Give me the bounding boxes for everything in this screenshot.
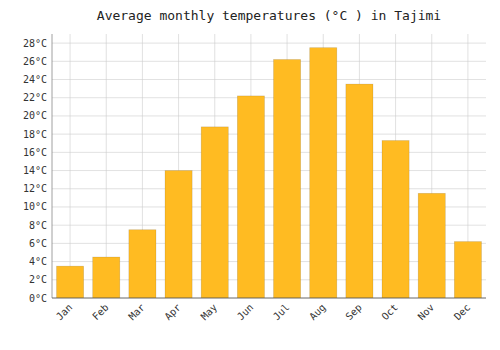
y-tick-label: 26°C: [23, 56, 47, 67]
x-tick-label: Nov: [416, 302, 437, 323]
x-tick-label: Jan: [54, 302, 75, 323]
bar: [201, 127, 228, 298]
x-tick-label: Sep: [343, 302, 364, 323]
bars: [57, 48, 482, 298]
bar: [165, 171, 192, 298]
bar: [93, 257, 120, 298]
y-grid-line: [52, 115, 486, 116]
y-tick-label: 10°C: [23, 201, 47, 212]
bar: [310, 48, 337, 298]
x-tick-label: Aug: [307, 302, 328, 323]
y-tick-label: 6°C: [29, 238, 47, 249]
x-axis-line: [52, 298, 486, 299]
bar: [418, 193, 445, 298]
chart: Average monthly temperatures (°C ) in Ta…: [0, 0, 500, 350]
chart-container: Average monthly temperatures (°C ) in Ta…: [0, 0, 500, 350]
x-grid-line: [70, 34, 71, 298]
x-tick-label: Mar: [126, 302, 147, 323]
x-tick-label: Oct: [379, 302, 400, 323]
x-tick-label: Dec: [452, 302, 473, 323]
y-tick-label: 22°C: [23, 92, 47, 103]
y-tick-label: 2°C: [29, 274, 47, 285]
bar: [382, 141, 409, 298]
y-tick-label: 14°C: [23, 165, 47, 176]
y-grid-line: [52, 170, 486, 171]
y-tick-label: 12°C: [23, 183, 47, 194]
y-tick-label: 16°C: [23, 147, 47, 158]
bar: [274, 59, 301, 298]
bar: [346, 84, 373, 298]
y-grid-line: [52, 97, 486, 98]
bar: [237, 96, 264, 298]
y-tick-label: 8°C: [29, 220, 47, 231]
y-grid-line: [52, 61, 486, 62]
y-grid-line: [52, 79, 486, 80]
x-tick-label: Jul: [271, 302, 292, 323]
bar: [129, 230, 156, 298]
y-axis-line: [52, 34, 53, 298]
y-grid-line: [52, 298, 486, 299]
x-tick-label: Jun: [235, 302, 256, 323]
y-grid-line: [52, 43, 486, 44]
y-tick-label: 28°C: [23, 38, 47, 49]
x-tick-label: Feb: [90, 302, 111, 323]
title: Average monthly temperatures (°C ) in Ta…: [97, 8, 441, 23]
y-tick-label: 0°C: [29, 293, 47, 304]
y-tick-label: 24°C: [23, 74, 47, 85]
y-grid-line: [52, 188, 486, 189]
x-tick-label: May: [199, 302, 220, 323]
y-tick-label: 18°C: [23, 129, 47, 140]
y-grid-line: [52, 152, 486, 153]
grid: [52, 34, 486, 298]
y-tick-label: 20°C: [23, 110, 47, 121]
y-grid-line: [52, 134, 486, 135]
x-tick-label: Apr: [162, 302, 183, 323]
y-tick-label: 4°C: [29, 256, 47, 267]
bar: [454, 242, 481, 298]
bar: [57, 266, 84, 298]
